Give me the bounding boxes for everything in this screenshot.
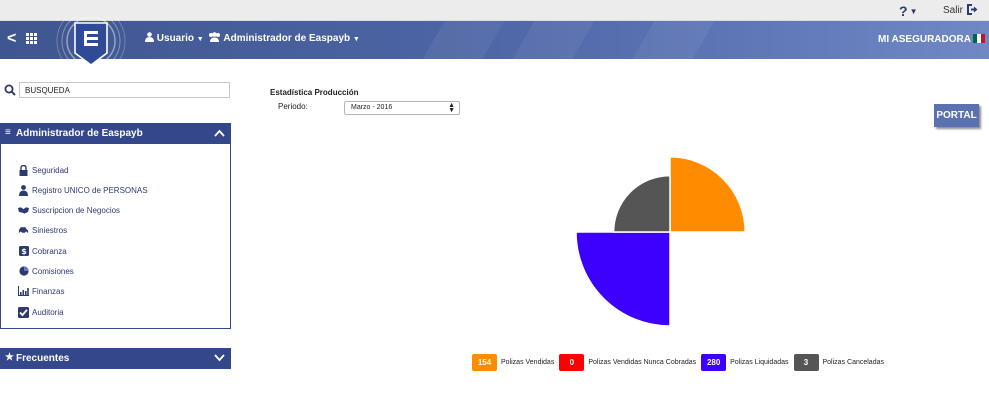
legend-item[interactable]: 3 Polizas Canceladas [793, 353, 884, 371]
flag-stripe [981, 34, 985, 43]
menu-item-registro[interactable]: Registro UNICO de PERSONAS [18, 183, 148, 197]
person-icon [18, 184, 29, 196]
company-logo[interactable] [55, 17, 127, 73]
legend-value-badge: 3 [793, 353, 819, 371]
user-icon [145, 32, 154, 42]
svg-text:$: $ [21, 247, 27, 256]
caret-down-icon: ▼ [196, 36, 204, 43]
pie-slice-polizas-liquidadas[interactable] [575, 231, 671, 327]
period-select[interactable]: Marzo - 2016 ▲ ▼ [344, 101, 460, 115]
help-icon: ? [899, 3, 908, 19]
top-utility-bar: ? ▼ Salir [0, 0, 989, 21]
mexico-flag-icon[interactable] [973, 34, 985, 43]
select-arrows-icon: ▲ ▼ [448, 102, 455, 114]
bar-chart-icon [18, 286, 29, 297]
admin-panel-title: Administrador de Easpayb [16, 128, 143, 139]
menu-item-label: Finanzas [32, 286, 65, 296]
stats-title: Estadística Producción [270, 88, 359, 97]
menu-item-finanzas[interactable]: Finanzas [18, 284, 64, 298]
car-icon [18, 225, 29, 236]
users-icon [209, 32, 220, 42]
legend-item[interactable]: 280 Polizas Liquidadas [701, 353, 789, 371]
nav-decor [494, 21, 606, 59]
frequent-panel-header[interactable]: ★ Frecuentes [0, 348, 231, 369]
flag-stripe [973, 34, 977, 43]
pie-slice-polizas-vendidas[interactable] [669, 156, 746, 233]
legend-label: Polizas Vendidas Nunca Cobradas [588, 358, 697, 366]
apps-grid-icon[interactable] [26, 33, 37, 44]
back-icon[interactable]: < [7, 30, 17, 47]
nav-decor [404, 21, 516, 59]
production-pie-chart [575, 156, 746, 327]
menu-item-siniestros[interactable]: Siniestros [18, 223, 67, 237]
logout-link[interactable]: Salir [943, 5, 964, 16]
company-name: MI ASEGURADORA [878, 34, 971, 45]
menu-item-label: Registro UNICO de PERSONAS [32, 185, 148, 195]
logout-icon[interactable] [966, 4, 978, 15]
chart-legend: 154 Polizas Vendidas 0 Polizas Vendidas Nun… [472, 353, 889, 371]
menu-item-label: Seguridad [32, 165, 69, 175]
main-navbar: < Usuario ▼ Administrador de Easpayb ▼ M… [0, 21, 989, 59]
admin-panel-body: Seguridad Registro UNICO de PERSONAS Sus… [0, 144, 231, 329]
menu-item-cobranza[interactable]: $ Cobranza [18, 244, 67, 258]
menu-item-comisiones[interactable]: Comisiones [18, 264, 74, 278]
frequent-panel-title: Frecuentes [16, 353, 70, 364]
period-select-value: Marzo - 2016 [351, 104, 393, 111]
legend-item[interactable]: 154 Polizas Vendidas [472, 353, 555, 371]
legend-label: Polizas Canceladas [822, 358, 884, 366]
menu-item-label: Auditoria [32, 307, 64, 317]
pie-chart-icon [18, 266, 29, 277]
legend-item[interactable]: 0 Polizas Vendidas Nunca Cobradas [559, 353, 697, 371]
user-menu-label: Usuario [156, 33, 195, 44]
menu-item-auditoria[interactable]: Auditoria [18, 305, 64, 319]
pie-slice-polizas-canceladas[interactable] [612, 174, 671, 233]
chevron-up-icon[interactable] [214, 129, 225, 137]
admin-menu-label: Administrador de Easpayb [223, 33, 351, 44]
flag-stripe [977, 34, 981, 43]
menu-item-label: Siniestros [32, 225, 68, 235]
help-menu[interactable]: ? ▼ [899, 3, 917, 19]
checkbox-icon [18, 306, 29, 318]
menu-item-seguridad[interactable]: Seguridad [18, 163, 68, 177]
menu-item-label: Comisiones [32, 266, 74, 276]
search-icon[interactable] [4, 84, 16, 96]
user-menu[interactable]: Usuario ▼ [145, 32, 204, 44]
nav-decor [614, 21, 726, 59]
caret-down-icon: ▼ [352, 36, 360, 43]
legend-label: Polizas Liquidadas [730, 358, 789, 366]
legend-value-badge: 154 [472, 353, 497, 371]
admin-panel-header[interactable]: ≡ Administrador de Easpayb [0, 123, 231, 144]
menu-item-label: Suscripcion de Negocios [32, 205, 121, 215]
portal-button[interactable]: PORTAL [934, 104, 979, 127]
search-input[interactable] [19, 82, 230, 98]
list-icon: ≡ [5, 127, 11, 138]
caret-down-icon: ▼ [909, 7, 918, 16]
chevron-down-icon[interactable] [214, 354, 225, 362]
menu-item-suscripcion[interactable]: Suscripcion de Negocios [18, 203, 120, 217]
period-label: Periodo: [278, 102, 308, 111]
lock-icon [18, 164, 29, 176]
admin-menu[interactable]: Administrador de Easpayb ▼ [208, 32, 360, 44]
legend-value-badge: 0 [559, 353, 585, 371]
menu-item-label: Cobranza [32, 246, 67, 256]
legend-label: Polizas Vendidas [501, 358, 555, 366]
legend-value-badge: 280 [701, 353, 727, 371]
star-icon: ★ [5, 352, 14, 363]
handshake-icon [18, 205, 29, 216]
dollar-icon: $ [18, 246, 29, 257]
